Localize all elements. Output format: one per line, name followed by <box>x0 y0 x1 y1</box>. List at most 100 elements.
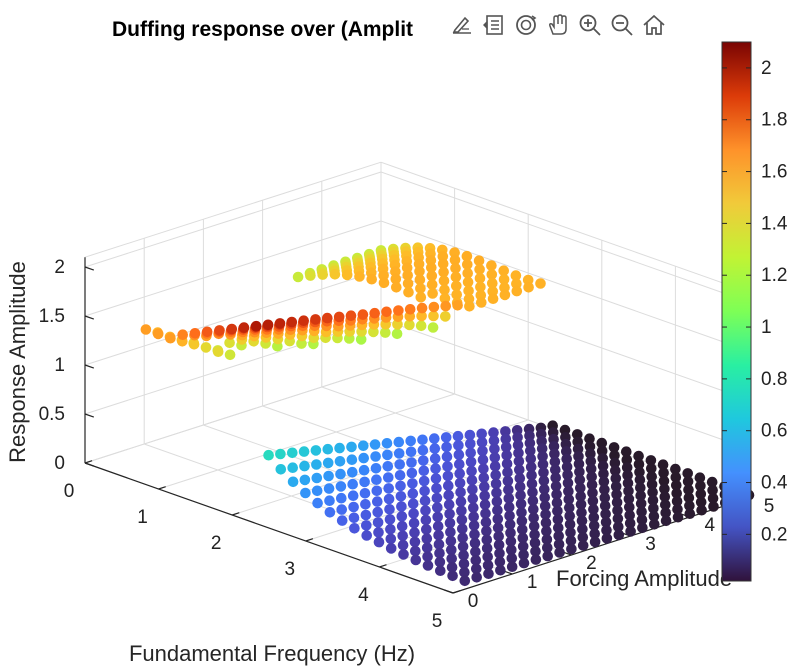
scatter-point <box>434 548 445 559</box>
scatter-point <box>446 562 458 573</box>
scatter-point <box>250 320 262 332</box>
side-wall-grid-line <box>84 220 382 317</box>
scatter-point <box>574 474 586 486</box>
scatter-point <box>408 517 420 529</box>
scatter-point <box>443 499 455 510</box>
scatter-point <box>494 548 505 559</box>
scatter-point <box>428 310 439 322</box>
data-tips-icon[interactable] <box>480 10 508 40</box>
scatter-point <box>396 511 408 522</box>
scatter-point <box>493 539 505 551</box>
y-tick-label: 0 <box>468 591 479 612</box>
scatter-point <box>298 446 310 457</box>
pan-hand-icon[interactable] <box>544 10 572 40</box>
rotate-3d-icon[interactable] <box>512 10 540 40</box>
colorbar-tick-label: 1.6 <box>761 162 787 183</box>
scatter-point <box>416 302 428 314</box>
scatter-point <box>427 322 439 333</box>
scatter-point <box>432 520 444 532</box>
zoom-out-icon[interactable] <box>608 10 636 40</box>
scatter-point <box>188 339 200 350</box>
scatter-point <box>457 523 468 535</box>
side-wall-grid-line <box>84 318 382 415</box>
scatter-point <box>403 286 414 298</box>
scatter-point <box>440 311 451 322</box>
scatter-point <box>470 555 482 566</box>
scatter-point <box>347 478 359 490</box>
scatter-point <box>459 567 470 578</box>
scatter-point <box>443 480 454 492</box>
x-tick-label: 2 <box>211 533 222 554</box>
scatter-point <box>402 269 414 281</box>
scatter-point <box>648 502 659 514</box>
back-wall-grid-line <box>380 269 750 401</box>
scatter-point <box>426 262 437 273</box>
scatter-point <box>360 499 371 510</box>
scatter-point <box>442 470 454 482</box>
colorbar-tick-label: 1.8 <box>761 110 787 131</box>
scatter-point <box>438 266 449 278</box>
scatter-point <box>505 527 516 539</box>
scatter-point <box>371 485 383 497</box>
scatter-point <box>589 528 600 540</box>
zoom-in-icon[interactable] <box>576 10 604 40</box>
scatter-point <box>647 487 658 498</box>
scatter-point <box>357 309 369 320</box>
scatter-point <box>470 546 481 557</box>
scatter-point <box>469 529 480 540</box>
scatter-point <box>503 493 515 504</box>
scatter-point <box>573 451 584 462</box>
scatter-point <box>394 459 406 470</box>
scatter-point <box>503 501 515 513</box>
scatter-point <box>512 432 523 443</box>
scatter-point <box>140 324 152 335</box>
scatter-point <box>305 270 316 281</box>
scatter-point <box>499 289 511 301</box>
z-tick-label: 0.5 <box>39 404 65 425</box>
scatter-point <box>322 457 334 469</box>
scatter-point <box>495 564 506 576</box>
scatter-point <box>422 560 434 571</box>
scatter-point <box>501 450 512 461</box>
scatter-point <box>311 472 323 484</box>
scatter-point <box>324 507 336 518</box>
scatter-point <box>414 266 425 277</box>
scatter-point <box>671 488 682 499</box>
home-icon[interactable] <box>640 10 668 40</box>
scatter-point <box>434 556 446 568</box>
scatter-point <box>633 450 644 462</box>
z-tick-mark <box>84 364 95 369</box>
scatter-point <box>432 511 444 523</box>
scatter-point <box>657 459 669 471</box>
scatter-point <box>529 529 540 540</box>
scatter-point <box>322 312 333 324</box>
scatter-point <box>451 280 462 292</box>
y-tick-label: 2 <box>586 553 597 574</box>
scatter-point <box>510 270 522 281</box>
scatter-point <box>397 530 409 542</box>
scatter-point <box>572 429 583 440</box>
scatter-point <box>456 505 467 517</box>
scatter-point <box>622 477 634 489</box>
scatter-point <box>500 426 511 437</box>
scatter-point <box>516 515 528 527</box>
scatter-point <box>671 496 683 507</box>
scatter-point <box>405 446 417 458</box>
scatter-point <box>418 465 430 477</box>
scatter-point <box>458 549 469 561</box>
scatter-point <box>452 300 463 311</box>
scatter-point <box>441 441 452 453</box>
scatter-point <box>488 427 499 438</box>
scatter-point <box>467 484 478 495</box>
scatter-point <box>378 277 390 289</box>
x-tick-mark <box>305 538 314 542</box>
scatter-point <box>385 533 397 545</box>
scatter-point <box>427 288 438 299</box>
scatter-point <box>563 485 574 497</box>
scatter-point <box>539 483 550 495</box>
scatter-point <box>658 475 670 487</box>
scatter-point <box>442 461 453 472</box>
scatter-point <box>624 501 635 513</box>
scatter-point <box>333 311 345 323</box>
brush-icon[interactable] <box>448 10 476 40</box>
